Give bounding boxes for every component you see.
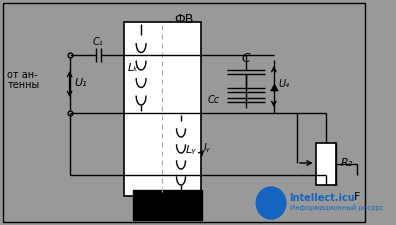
Text: от ан-: от ан- [8,70,38,80]
Bar [124,22,202,196]
Bar [316,143,336,185]
Text: ФВ: ФВ [174,13,194,26]
Circle shape [256,187,286,219]
Text: Lᵧ: Lᵧ [186,145,196,155]
Text: Lₖ: Lₖ [127,63,138,73]
Text: Cс: Cс [208,95,220,105]
Text: тенны: тенны [8,80,40,90]
Text: U₁: U₁ [74,78,87,88]
Text: C: C [242,52,250,65]
Text: A: A [266,196,276,209]
Text: F: F [354,192,361,202]
Text: Intellect.icu: Intellect.icu [289,193,355,203]
Text: Информационный ресурс: Информационный ресурс [289,205,383,211]
Text: C₁: C₁ [92,37,103,47]
Text: Iᵧ: Iᵧ [204,143,211,153]
Text: R₂: R₂ [341,158,353,168]
Bar [133,190,202,220]
Text: U₄: U₄ [278,79,289,89]
